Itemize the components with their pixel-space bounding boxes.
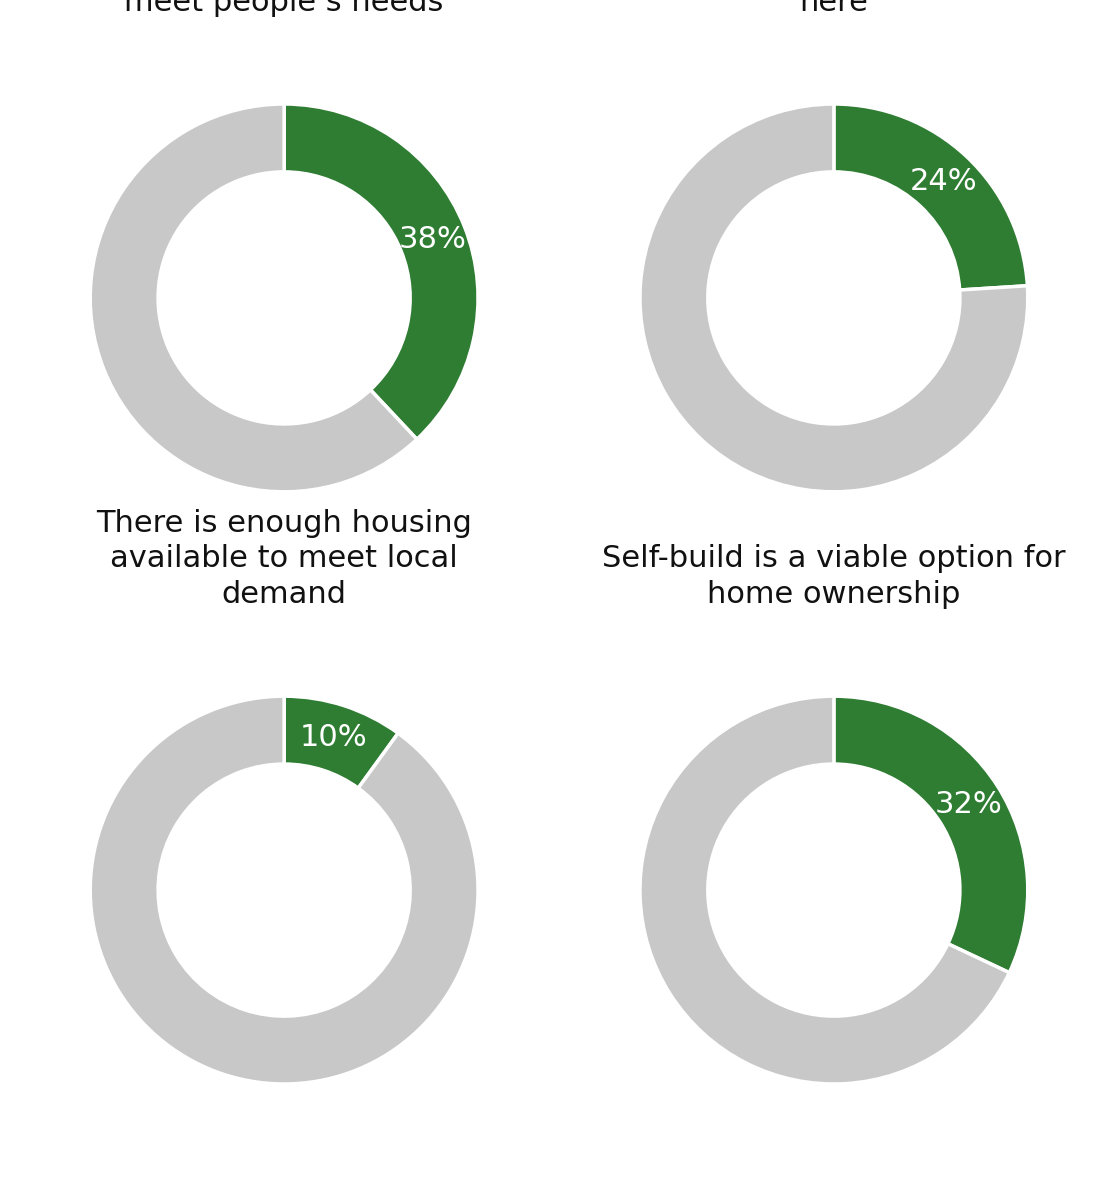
Title: Self-build is a viable option for
home ownership: Self-build is a viable option for home o… (603, 544, 1065, 609)
Wedge shape (284, 105, 479, 440)
Wedge shape (639, 105, 1027, 492)
Text: 38%: 38% (399, 225, 467, 253)
Wedge shape (284, 696, 398, 788)
Wedge shape (834, 105, 1027, 290)
Wedge shape (639, 696, 1010, 1083)
Text: 24%: 24% (910, 166, 977, 196)
Title: There is affordable housing
here: There is affordable housing here (625, 0, 1042, 17)
Wedge shape (834, 696, 1027, 973)
Text: 10%: 10% (300, 723, 368, 752)
Text: 32%: 32% (935, 790, 1003, 819)
Wedge shape (91, 105, 417, 492)
Title: There is a variety of housing
types, sizes and tenures to
meet people’s needs: There is a variety of housing types, siz… (66, 0, 502, 17)
Title: There is enough housing
available to meet local
demand: There is enough housing available to mee… (96, 508, 472, 609)
Wedge shape (91, 696, 479, 1083)
